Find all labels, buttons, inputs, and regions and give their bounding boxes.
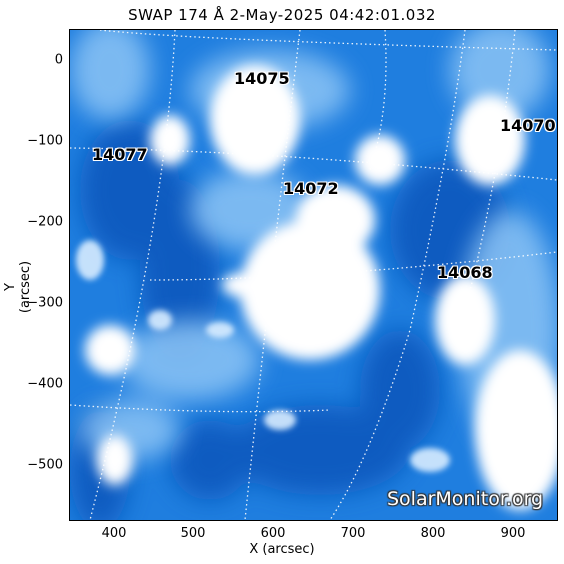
active-region-label: 14070 bbox=[500, 116, 556, 135]
active-region-label: 14068 bbox=[437, 263, 493, 282]
watermark: SolarMonitor.org bbox=[387, 488, 544, 510]
x-tick-label: 700 bbox=[340, 526, 366, 541]
y-tick-label: −200 bbox=[27, 214, 63, 230]
y-tick-label: −300 bbox=[27, 295, 63, 311]
solar-image bbox=[69, 29, 558, 521]
y-tick-label: −500 bbox=[27, 457, 63, 473]
x-tick-label: 900 bbox=[500, 526, 526, 541]
x-tick-label: 800 bbox=[420, 526, 446, 541]
x-tick-label: 600 bbox=[260, 526, 286, 541]
active-region-label: 14077 bbox=[92, 145, 148, 164]
active-region-label: 14072 bbox=[283, 179, 339, 198]
image-title: SWAP 174 Å 2-May-2025 04:42:01.032 bbox=[128, 6, 436, 24]
euv-image bbox=[70, 30, 557, 520]
y-tick-label: −100 bbox=[27, 133, 63, 149]
x-tick-label: 400 bbox=[101, 526, 127, 541]
y-axis-label: Y (arcsec) bbox=[3, 260, 33, 314]
x-tick-label: 500 bbox=[180, 526, 206, 541]
x-axis-label: X (arcsec) bbox=[249, 542, 315, 557]
y-tick-label: −400 bbox=[27, 376, 63, 392]
active-region-label: 14075 bbox=[234, 69, 290, 88]
y-tick-label: 0 bbox=[54, 52, 63, 68]
